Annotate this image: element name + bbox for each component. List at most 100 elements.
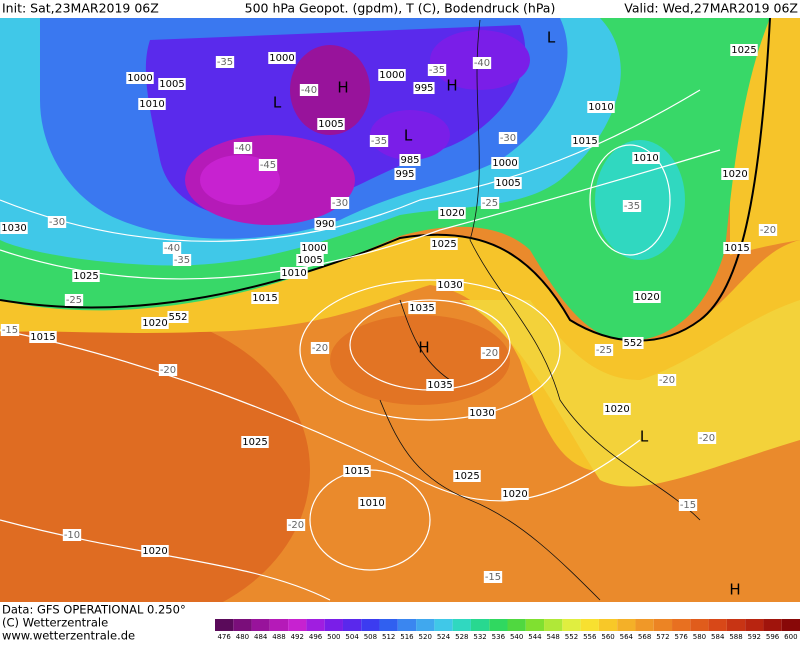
scale-swatch (269, 619, 289, 631)
temperatures-label: -30 (49, 217, 65, 228)
isobars-label: 1000 (492, 158, 517, 169)
label-box (167, 311, 189, 323)
map-title: 500 hPa Geopot. (gpdm), T (C), Bodendruc… (245, 1, 556, 16)
temperatures-label: -20 (659, 375, 675, 386)
temperatures-label: -30 (500, 133, 516, 144)
label-box (251, 292, 279, 304)
label-box (29, 331, 57, 343)
scale-swatch (763, 619, 782, 631)
scale-swatch (672, 619, 691, 631)
scale-swatch (617, 619, 636, 631)
label-box (233, 142, 253, 154)
scale-swatch (215, 619, 234, 631)
scale-swatch (580, 619, 599, 631)
isobars-label: 1025 (242, 437, 267, 448)
contour_552-label: 552 (623, 338, 642, 349)
label-box (47, 216, 67, 228)
temperatures-label: -45 (260, 160, 276, 171)
temperatures-label: -15 (485, 572, 501, 583)
label-box (468, 407, 496, 419)
isobars-label: 995 (414, 83, 433, 94)
label-box (300, 242, 328, 254)
isobars-label: 1035 (427, 380, 452, 391)
label-box (358, 497, 386, 509)
label-box (436, 279, 464, 291)
label-box (241, 436, 269, 448)
isobars-label: 995 (395, 169, 414, 180)
label-box (172, 254, 192, 266)
isobars-label: 1000 (379, 70, 404, 81)
scale-label: 544 (528, 633, 542, 641)
label-box (657, 374, 677, 386)
scale-swatch (397, 619, 417, 631)
label-box (480, 197, 500, 209)
label-box (62, 529, 82, 541)
label-box (299, 84, 319, 96)
scale-label: 600 (784, 633, 797, 641)
scale-label: 588 (729, 633, 742, 641)
isobars-label: 1025 (431, 239, 456, 250)
label-box (758, 224, 778, 236)
scale-label: 572 (656, 633, 669, 641)
temperatures-label: -15 (2, 325, 18, 336)
isobars-label: 1020 (142, 318, 167, 329)
scale-label: 508 (364, 633, 377, 641)
scale-label: 504 (345, 633, 359, 641)
label-box (498, 132, 518, 144)
scale-swatch (324, 619, 343, 631)
label-box (138, 98, 166, 110)
isobars-label: 1000 (127, 73, 152, 84)
scale-swatch (361, 619, 380, 631)
pressure-center: H (729, 581, 740, 599)
label-box (413, 82, 435, 94)
temperatures-label: -40 (301, 85, 317, 96)
map-background (0, 17, 800, 630)
scale-label: 476 (217, 633, 231, 641)
label-box (268, 52, 296, 64)
scale-swatch (745, 619, 764, 631)
temperatures-label: -40 (164, 243, 180, 254)
isobars-label: 1035 (409, 303, 434, 314)
label-box (0, 222, 28, 234)
label-box (394, 168, 416, 180)
label-box (501, 488, 529, 500)
isobars-label: 1010 (588, 102, 613, 113)
temperatures-label: -20 (160, 365, 176, 376)
scale-swatch (416, 619, 435, 631)
scale-label: 520 (419, 633, 432, 641)
label-box (343, 465, 371, 477)
label-box (472, 57, 492, 69)
scale-swatch (781, 619, 800, 631)
label-box (317, 118, 345, 130)
scale-label: 568 (638, 633, 651, 641)
isobars-label: 1025 (73, 271, 98, 282)
label-box (622, 200, 642, 212)
temperatures-label: -20 (760, 225, 776, 236)
pressure-center: H (337, 79, 348, 97)
isobars-label: 1005 (297, 255, 322, 266)
isobars-label: 1000 (301, 243, 326, 254)
temperatures-label: -10 (64, 530, 80, 541)
data-source: Data: GFS OPERATIONAL 0.250° (2, 603, 186, 617)
scale-label: 492 (291, 633, 304, 641)
isobars-label: 1030 (437, 280, 462, 291)
pressure-center: L (273, 94, 282, 112)
label-box (438, 207, 466, 219)
isobars-label: 1020 (142, 546, 167, 557)
scale-swatch (489, 619, 508, 631)
label-box (162, 242, 182, 254)
pressure-center: H (446, 77, 457, 95)
label-box (730, 44, 758, 56)
scale-label: 516 (400, 633, 414, 641)
label-box (258, 159, 278, 171)
scale-swatch (598, 619, 618, 631)
temperatures-label: -35 (217, 57, 233, 68)
scale-label: 548 (547, 633, 560, 641)
scale-label: 512 (382, 633, 395, 641)
scale-label: 584 (711, 633, 725, 641)
temperatures-label: -40 (474, 58, 490, 69)
scale-swatch (306, 619, 325, 631)
scale-swatch (251, 619, 270, 631)
temperatures-label: -20 (699, 433, 715, 444)
